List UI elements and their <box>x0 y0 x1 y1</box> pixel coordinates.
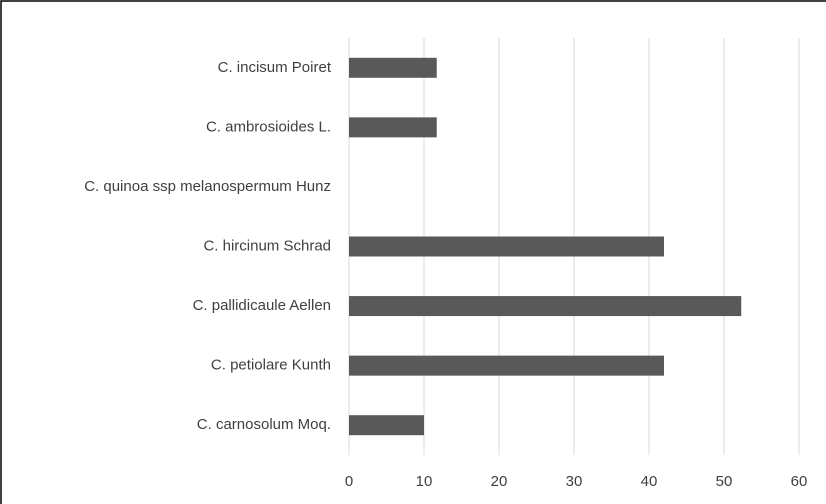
y-tick-label: C. carnosolum Moq. <box>197 416 331 433</box>
x-tick-label: 50 <box>716 473 733 490</box>
y-tick-label: C. quinoa ssp melanospermum Hunz <box>84 178 331 195</box>
bar <box>349 296 742 317</box>
bar <box>349 117 437 138</box>
bar <box>349 415 424 436</box>
x-tick-label: 20 <box>491 473 508 490</box>
x-tick-label: 0 <box>345 473 353 490</box>
x-tick-label: 10 <box>416 473 433 490</box>
y-tick-label: C. petiolare Kunth <box>211 357 331 374</box>
y-tick-label: C. hircinum Schrad <box>203 237 331 254</box>
bar <box>349 57 437 78</box>
bar <box>349 355 664 376</box>
x-tick-label: 30 <box>566 473 583 490</box>
x-tick-label: 60 <box>791 473 808 490</box>
y-tick-label: C. pallidicaule Aellen <box>193 297 331 314</box>
x-tick-label: 40 <box>641 473 658 490</box>
bar <box>349 236 664 257</box>
y-tick-label: C. incisum Poiret <box>218 59 332 76</box>
y-tick-label: C. ambrosioides L. <box>206 118 331 135</box>
